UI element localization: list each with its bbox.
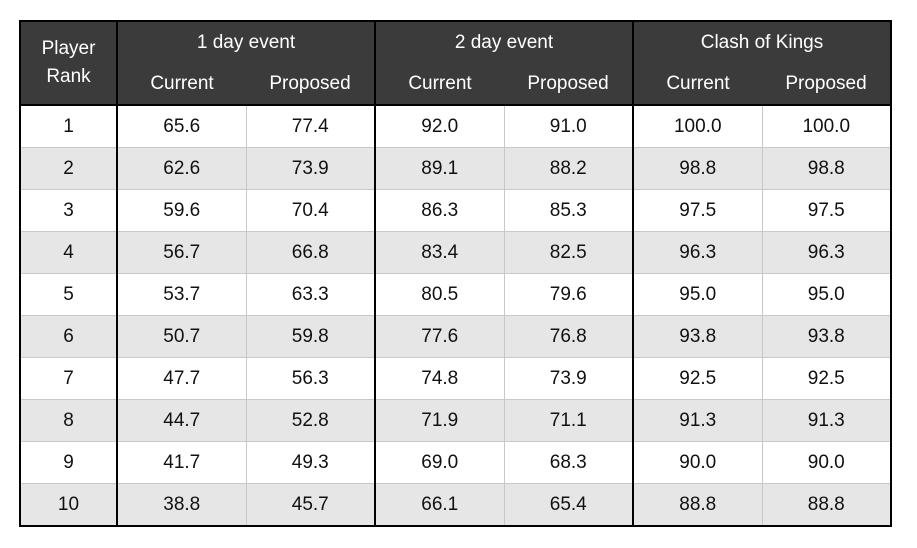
table-row: 8 44.7 52.8 71.9 71.1 91.3 91.3 xyxy=(19,399,891,442)
column-header: Proposed xyxy=(246,63,375,105)
value-cell: 76.8 xyxy=(503,315,633,358)
value-cell: 63.3 xyxy=(245,273,375,316)
value-cell: 65.4 xyxy=(503,483,633,526)
value-cell: 73.9 xyxy=(245,147,375,190)
column-header: Current xyxy=(116,63,246,105)
value-cell: 85.3 xyxy=(503,189,633,232)
value-cell: 80.5 xyxy=(374,273,504,316)
table-row: 10 38.8 45.7 66.1 65.4 88.8 88.8 xyxy=(19,483,891,526)
value-cell: 66.1 xyxy=(374,483,504,526)
value-cell: 88.8 xyxy=(761,483,891,526)
group-header: 1 day event xyxy=(116,21,375,63)
column-header: Current xyxy=(632,63,762,105)
value-cell: 68.3 xyxy=(503,441,633,484)
value-cell: 98.8 xyxy=(632,147,762,190)
rank-cell: 1 xyxy=(19,104,117,148)
value-cell: 93.8 xyxy=(761,315,891,358)
value-cell: 92.5 xyxy=(632,357,762,400)
value-cell: 56.3 xyxy=(245,357,375,400)
rank-cell: 5 xyxy=(19,273,117,316)
table-row: 9 41.7 49.3 69.0 68.3 90.0 90.0 xyxy=(19,441,891,484)
value-cell: 65.6 xyxy=(116,104,246,148)
value-cell: 73.9 xyxy=(503,357,633,400)
table-row: 3 59.6 70.4 86.3 85.3 97.5 97.5 xyxy=(19,189,891,232)
value-cell: 83.4 xyxy=(374,231,504,274)
value-cell: 97.5 xyxy=(761,189,891,232)
value-cell: 49.3 xyxy=(245,441,375,484)
value-cell: 53.7 xyxy=(116,273,246,316)
value-cell: 100.0 xyxy=(761,104,891,148)
column-header: Proposed xyxy=(504,63,633,105)
value-cell: 71.1 xyxy=(503,399,633,442)
value-cell: 93.8 xyxy=(632,315,762,358)
value-cell: 71.9 xyxy=(374,399,504,442)
value-cell: 82.5 xyxy=(503,231,633,274)
data-table: Player Rank 1 day event 2 day event Clash … xyxy=(19,20,892,527)
rank-cell: 3 xyxy=(19,189,117,232)
value-cell: 41.7 xyxy=(116,441,246,484)
rank-cell: 10 xyxy=(19,483,117,526)
table-row: 2 62.6 73.9 89.1 88.2 98.8 98.8 xyxy=(19,147,891,190)
value-cell: 47.7 xyxy=(116,357,246,400)
value-cell: 45.7 xyxy=(245,483,375,526)
group-header: Clash of Kings xyxy=(632,21,891,63)
header-row: Current Proposed Current Proposed Current Pro… xyxy=(20,63,891,105)
value-cell: 62.6 xyxy=(116,147,246,190)
value-cell: 96.3 xyxy=(761,231,891,274)
value-cell: 44.7 xyxy=(116,399,246,442)
value-cell: 90.0 xyxy=(632,441,762,484)
column-header: Current xyxy=(374,63,504,105)
header-row: Player Rank 1 day event 2 day event Clash … xyxy=(20,21,891,105)
rank-cell: 6 xyxy=(19,315,117,358)
value-cell: 90.0 xyxy=(761,441,891,484)
value-cell: 77.6 xyxy=(374,315,504,358)
value-cell: 86.3 xyxy=(374,189,504,232)
rank-header: Player Rank xyxy=(20,21,117,105)
value-cell: 95.0 xyxy=(761,273,891,316)
table-row: 6 50.7 59.8 77.6 76.8 93.8 93.8 xyxy=(19,315,891,358)
value-cell: 96.3 xyxy=(632,231,762,274)
value-cell: 88.2 xyxy=(503,147,633,190)
value-cell: 50.7 xyxy=(116,315,246,358)
table-header: Player Rank 1 day event 2 day event Clash … xyxy=(20,21,891,105)
value-cell: 88.8 xyxy=(632,483,762,526)
value-cell: 77.4 xyxy=(245,104,375,148)
value-cell: 79.6 xyxy=(503,273,633,316)
value-cell: 91.3 xyxy=(632,399,762,442)
value-cell: 95.0 xyxy=(632,273,762,316)
value-cell: 92.5 xyxy=(761,357,891,400)
group-header: 2 day event xyxy=(374,21,633,63)
value-cell: 52.8 xyxy=(245,399,375,442)
rank-cell: 9 xyxy=(19,441,117,484)
table-body: 1 65.6 77.4 92.0 91.0 100.0 100.0 2 62.6 73.9 89.1… xyxy=(19,104,891,526)
value-cell: 91.0 xyxy=(503,104,633,148)
value-cell: 38.8 xyxy=(116,483,246,526)
table-wrap: Player Rank 1 day event 2 day event Clash … xyxy=(19,20,892,527)
value-cell: 59.8 xyxy=(245,315,375,358)
table-row: 5 53.7 63.3 80.5 79.6 95.0 95.0 xyxy=(19,273,891,316)
rank-cell: 7 xyxy=(19,357,117,400)
value-cell: 100.0 xyxy=(632,104,762,148)
column-header: Proposed xyxy=(762,63,891,105)
value-cell: 89.1 xyxy=(374,147,504,190)
value-cell: 69.0 xyxy=(374,441,504,484)
rank-cell: 2 xyxy=(19,147,117,190)
value-cell: 59.6 xyxy=(116,189,246,232)
value-cell: 66.8 xyxy=(245,231,375,274)
value-cell: 56.7 xyxy=(116,231,246,274)
table-row: 7 47.7 56.3 74.8 73.9 92.5 92.5 xyxy=(19,357,891,400)
table-row: 4 56.7 66.8 83.4 82.5 96.3 96.3 xyxy=(19,231,891,274)
rank-cell: 4 xyxy=(19,231,117,274)
table-row: 1 65.6 77.4 92.0 91.0 100.0 100.0 xyxy=(19,104,891,148)
value-cell: 97.5 xyxy=(632,189,762,232)
value-cell: 98.8 xyxy=(761,147,891,190)
value-cell: 91.3 xyxy=(761,399,891,442)
value-cell: 70.4 xyxy=(245,189,375,232)
value-cell: 74.8 xyxy=(374,357,504,400)
value-cell: 92.0 xyxy=(374,104,504,148)
rank-cell: 8 xyxy=(19,399,117,442)
